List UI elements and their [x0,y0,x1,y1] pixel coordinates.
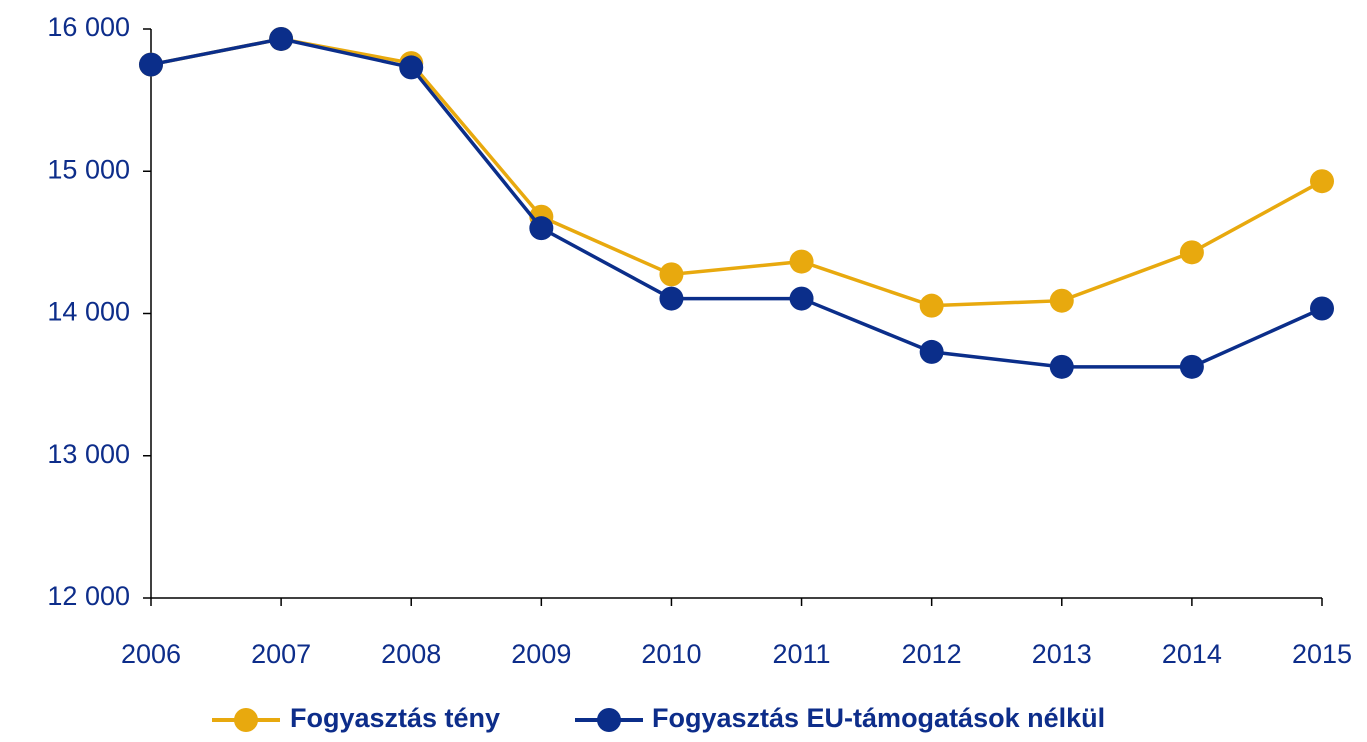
y-tick-label: 14 000 [47,297,130,327]
y-tick-label: 15 000 [47,154,130,184]
y-tick-label: 16 000 [47,12,130,42]
x-tick-label: 2010 [641,639,701,669]
x-tick-label: 2009 [511,639,571,669]
y-tick-label: 13 000 [47,439,130,469]
data-point [659,286,684,311]
data-point [919,293,944,318]
data-point [1310,296,1334,321]
legend-text: Fogyasztás tény [290,703,500,733]
x-tick-label: 2011 [773,639,831,669]
data-point [139,52,163,77]
data-point [399,55,424,80]
legend-marker [234,708,258,732]
data-point [659,262,684,287]
data-point [1049,354,1074,379]
data-point [1179,240,1204,265]
x-tick-label: 2015 [1292,639,1352,669]
legend-text: Fogyasztás EU-támogatások nélkül [652,703,1105,733]
data-point [789,249,814,274]
series-line [150,37,1323,308]
data-point [269,26,294,51]
data-point [1310,169,1334,194]
data-point [529,216,554,241]
x-tick-label: 2008 [381,639,441,669]
series-line [150,37,1323,369]
y-tick-label: 12 000 [47,581,130,611]
data-point [789,286,814,311]
x-tick-label: 2012 [902,639,962,669]
data-point [1049,288,1074,313]
x-tick-label: 2007 [251,639,311,669]
data-point [1179,354,1204,379]
x-tick-label: 2014 [1162,639,1222,669]
legend-marker [597,708,621,732]
data-point [919,339,944,364]
x-tick-label: 2006 [121,639,181,669]
x-tick-label: 2013 [1032,639,1092,669]
